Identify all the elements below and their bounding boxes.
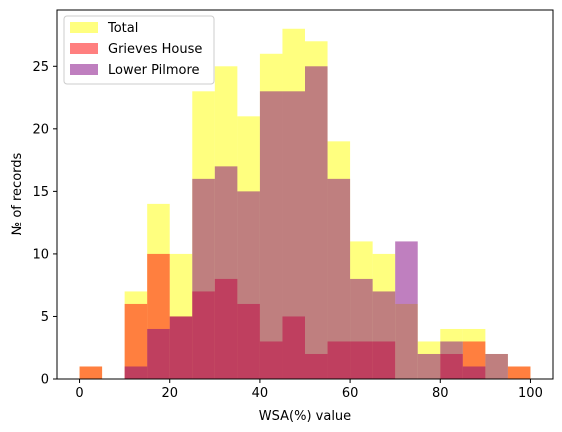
bar-lower-pilmore-35 [237,191,260,379]
x-tick-label: 100 [518,386,543,401]
x-tick-label: 40 [252,386,269,401]
y-tick-label: 0 [41,373,49,388]
bar-lower-pilmore-20 [169,316,193,379]
plot-frame [56,9,554,380]
bar-lower-pilmore-50 [305,66,328,379]
histogram-bars [79,28,531,380]
bar-lower-pilmore-30 [214,166,238,379]
bar-lower-pilmore-70 [395,241,418,379]
legend-label-lower-pilmore: Lower Pilmore [108,63,200,78]
y-tick-label: 15 [32,185,49,200]
bar-grieves-house-0 [79,366,103,379]
legend-label-grieves-house: Grieves House [108,42,202,57]
bar-lower-pilmore-15 [147,328,170,379]
y-tick-label: 5 [41,310,49,325]
bar-lower-pilmore-80 [440,341,463,379]
bar-lower-pilmore-55 [327,178,351,379]
bar-lower-pilmore-40 [259,91,283,379]
legend: Total Grieves House Lower Pilmore [63,15,215,85]
y-tick-label: 25 [32,60,49,75]
legend-box [63,15,215,85]
bar-grieves-house-10 [124,303,148,379]
y-tick-label: 20 [32,122,49,137]
bar-lower-pilmore-10 [124,366,148,379]
bar-lower-pilmore-65 [372,291,396,379]
x-axis-ticks: 0 20 40 60 80 100 [75,379,543,401]
bar-lower-pilmore-25 [192,178,215,379]
bar-lower-pilmore-85 [462,366,486,379]
bar-lower-pilmore-75 [417,353,441,379]
y-axis-label: № of records [10,152,25,235]
x-tick-label: 20 [161,386,178,401]
bar-grieves-house-95 [507,366,531,379]
legend-label-total: Total [107,21,138,36]
x-axis-label: WSA(%) value [259,409,351,424]
legend-swatch-lower-pilmore [70,64,98,75]
series-lower-pilmore [124,66,508,379]
bar-lower-pilmore-60 [350,278,373,379]
y-axis-ticks: 0 5 10 15 20 25 [32,60,57,388]
bar-lower-pilmore-45 [282,91,305,379]
x-tick-label: 80 [432,386,449,401]
legend-swatch-grieves-house [70,43,98,54]
legend-swatch-total [70,22,98,33]
y-tick-label: 10 [32,247,49,262]
bar-lower-pilmore-90 [485,353,508,379]
x-tick-label: 60 [342,386,359,401]
x-tick-label: 0 [75,386,83,401]
